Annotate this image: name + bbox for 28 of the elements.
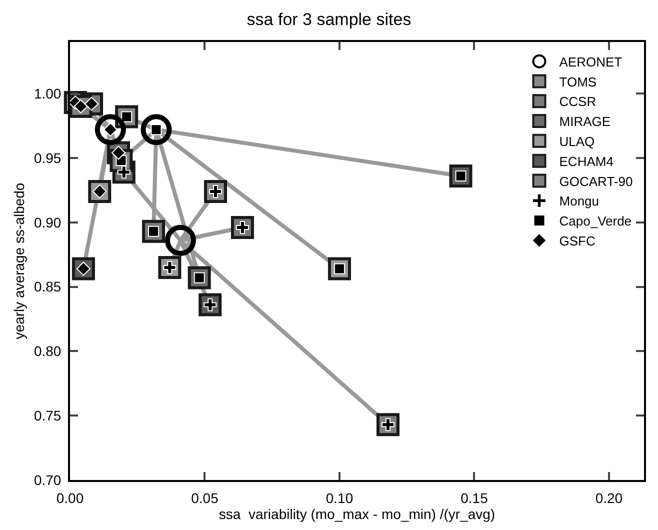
legend-label: ECHAM4 [559, 154, 614, 169]
legend-label: AERONET [559, 54, 622, 70]
legend-label: Mongu [559, 194, 600, 209]
y-tick-label: 0.90 [34, 214, 62, 230]
y-tick-label: 0.95 [34, 150, 62, 166]
legend-label: ULAQ [559, 134, 595, 149]
y-axis-title: yearly average ss-albedo [11, 182, 28, 340]
legend-label: GOCART-90 [559, 174, 633, 189]
legend-label: MIRAGE [559, 114, 611, 130]
x-tick-label: 0.00 [56, 490, 84, 506]
x-tick-label: 0.15 [460, 490, 488, 506]
legend-label: Capo_Verde [559, 214, 632, 229]
point [94, 114, 126, 146]
legend-label: CCSR [559, 94, 596, 110]
y-tick-label: 0.75 [34, 407, 62, 424]
x-tick-label: 0.10 [326, 490, 354, 506]
y-tick-label: 1.00 [34, 85, 62, 102]
chart-title: ssa for 3 sample sites [246, 10, 412, 30]
y-tick-label: 0.70 [34, 472, 62, 488]
point [140, 114, 172, 146]
x-axis-title: ssa variability (mo_max - mo_min) /(yr_avg) [218, 506, 496, 522]
y-tick-label: 0.80 [34, 343, 62, 360]
x-tick-label: 0.20 [595, 490, 623, 506]
y-tick-label: 0.85 [34, 278, 62, 295]
legend-label: GSFC [559, 234, 596, 248]
x-tick-label: 0.05 [191, 490, 219, 506]
legend-label: TOMS [559, 74, 597, 90]
point [165, 224, 196, 256]
